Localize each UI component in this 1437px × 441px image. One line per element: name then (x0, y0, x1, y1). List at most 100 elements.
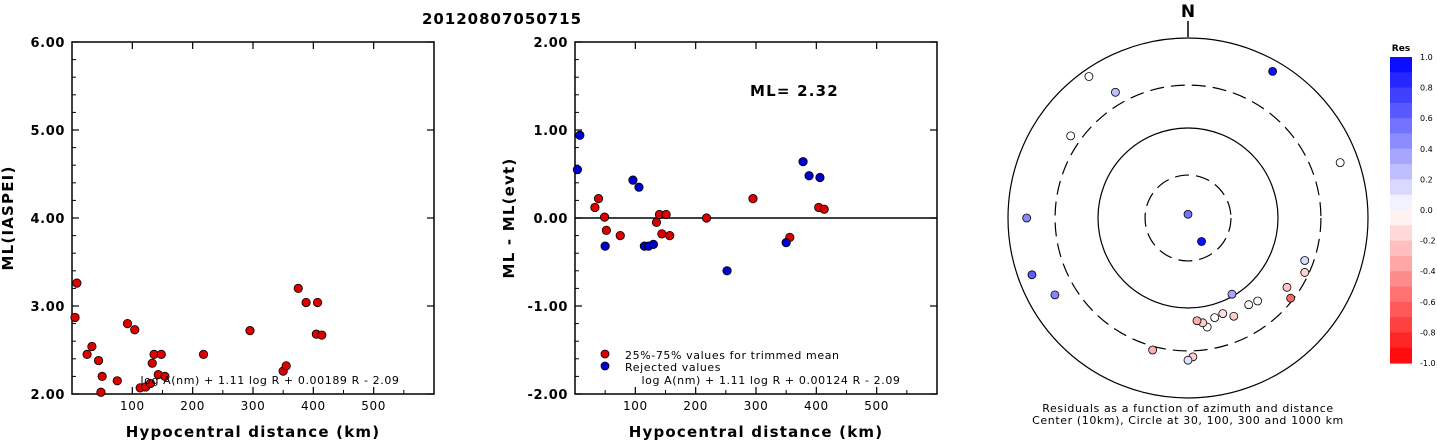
legend-trimmed-label: 25%-75% values for trimmed mean (625, 349, 840, 362)
left-data-point (301, 297, 311, 308)
mid-x-tick-label: 300 (744, 399, 769, 413)
colorbar-tick-label: 0.6 (1420, 114, 1433, 123)
mid-data-point (804, 171, 814, 181)
colorbar-cell (1390, 164, 1412, 180)
mid-y-tick-label: 2.00 (534, 36, 568, 51)
legend-trimmed-marker (600, 349, 610, 359)
left-x-tick-label: 300 (241, 399, 266, 413)
colorbar-tick-label: 0.2 (1420, 175, 1433, 184)
station-point (1300, 256, 1310, 265)
legend-rejected-marker (600, 361, 610, 371)
colorbar-tick-label: 0.8 (1420, 84, 1433, 93)
mid-data-point (657, 229, 667, 239)
mid-data-point (651, 217, 662, 227)
left-y-axis-label: ML(IASPEI) (0, 165, 17, 270)
colorbar-cell (1390, 255, 1412, 272)
station-point (1268, 67, 1278, 76)
station-point (1253, 296, 1263, 306)
station-point (1218, 309, 1228, 318)
mid-x-tick-label: 500 (864, 399, 889, 413)
colorbar-tick-label: -0.4 (1420, 267, 1436, 276)
mid-y-tick-label: 1.00 (534, 124, 568, 139)
left-data-point (93, 355, 104, 366)
mid-x-tick-label: 400 (804, 399, 829, 413)
mid-data-point (722, 266, 732, 276)
colorbar-cell (1390, 271, 1412, 288)
left-data-point (160, 371, 170, 381)
colorbar-title: Res (1392, 44, 1410, 54)
colorbar-cell (1390, 102, 1412, 119)
mid-data-point (628, 175, 638, 185)
left-data-point (281, 361, 291, 371)
left-data-point (198, 349, 209, 359)
colorbar-cell (1390, 118, 1412, 135)
mid-data-point (819, 204, 829, 214)
colorbar-tick-label: 0.0 (1420, 206, 1433, 215)
left-data-point (82, 349, 92, 359)
colorbar-cell (1390, 210, 1412, 226)
left-data-point (145, 378, 156, 389)
left-data-point (96, 387, 106, 397)
mid-data-point (648, 239, 659, 249)
mid-data-point (575, 130, 585, 140)
mid-x-tick-label: 100 (623, 399, 648, 413)
station-point (1227, 289, 1237, 299)
station-point (1229, 311, 1239, 321)
ml-vs-distance-panel: 100 200 300 400 500 2.00 3.00 4.00 5.00 6.00 log … (0, 36, 435, 441)
mid-data-point (572, 165, 583, 175)
azimuth-residual-panel: N Residuals as a function of azimuth and… (1007, 2, 1369, 427)
mid-data-point (781, 238, 791, 248)
mid-data-point (701, 213, 712, 223)
mid-y-tick-label: 0.00 (534, 212, 568, 227)
left-data-point (70, 312, 80, 323)
mid-data-point (748, 194, 758, 204)
station-point (1066, 131, 1076, 141)
mid-data-point (593, 194, 604, 204)
station-point (1027, 270, 1037, 280)
left-plot-frame (71, 41, 435, 395)
left-x-tick-label: 400 (301, 399, 326, 413)
colorbar-cell (1390, 317, 1412, 333)
colorbar-cell (1390, 72, 1412, 89)
left-y-tick-label: 3.00 (31, 300, 65, 315)
station-point (1183, 355, 1193, 365)
colorbar-cell (1390, 286, 1412, 303)
distance-ring-100km (1097, 127, 1279, 309)
polar-caption-line2: Center (10km), Circle at 30, 100, 300 an… (1032, 414, 1344, 427)
mid-data-point (615, 231, 625, 241)
left-x-tick-label: 100 (120, 399, 145, 413)
station-point (1183, 209, 1193, 219)
colorbar-cell (1390, 347, 1412, 364)
colorbar-tick-labels: 1.0 0.8 0.6 0.4 0.2 0.0 -0.2 -0.4 -0.6 -0.8 -1.0 (1420, 53, 1436, 368)
left-y-tick-label: 5.00 (31, 124, 65, 139)
colorbar-cell (1390, 225, 1412, 242)
left-data-point (245, 326, 255, 336)
station-point (1300, 268, 1310, 277)
mid-data-point (634, 182, 644, 192)
mid-data-point (798, 157, 808, 167)
residual-colorbar: Res 1.0 0.8 0.6 0.4 0.2 0.0 -0.2 -0.4 -0.6 -0.8 -1… (1390, 44, 1436, 368)
mid-x-tick-label: 200 (683, 399, 708, 413)
polar-caption-line1: Residuals as a function of azimuth and d… (1042, 402, 1333, 415)
left-y-tick-label: 2.00 (31, 388, 65, 403)
distance-rings (1007, 37, 1369, 399)
distance-ring-300km (1054, 84, 1322, 352)
left-data-point (312, 297, 323, 308)
north-label: N (1181, 2, 1195, 22)
event-id-title: 20120807050715 (422, 10, 582, 28)
station-point (1335, 158, 1345, 168)
left-y-tick-label: 4.00 (31, 212, 65, 227)
left-data-point (147, 358, 157, 368)
distance-ring-30km (1144, 174, 1232, 262)
mid-data-points (572, 130, 829, 276)
colorbar-cell (1390, 87, 1412, 104)
colorbar-cell (1390, 133, 1412, 150)
mid-y-tick-label: -2.00 (528, 388, 568, 403)
colorbar-cell (1390, 332, 1412, 349)
left-data-point (87, 341, 97, 352)
station-point (1210, 313, 1220, 323)
mid-formula: log A(nm) + 1.11 log R + 0.00124 R - 2.0… (641, 374, 900, 387)
mid-x-axis-label: Hypocentral distance (km) (629, 423, 884, 441)
left-data-point (97, 371, 107, 381)
left-data-point (156, 349, 166, 359)
